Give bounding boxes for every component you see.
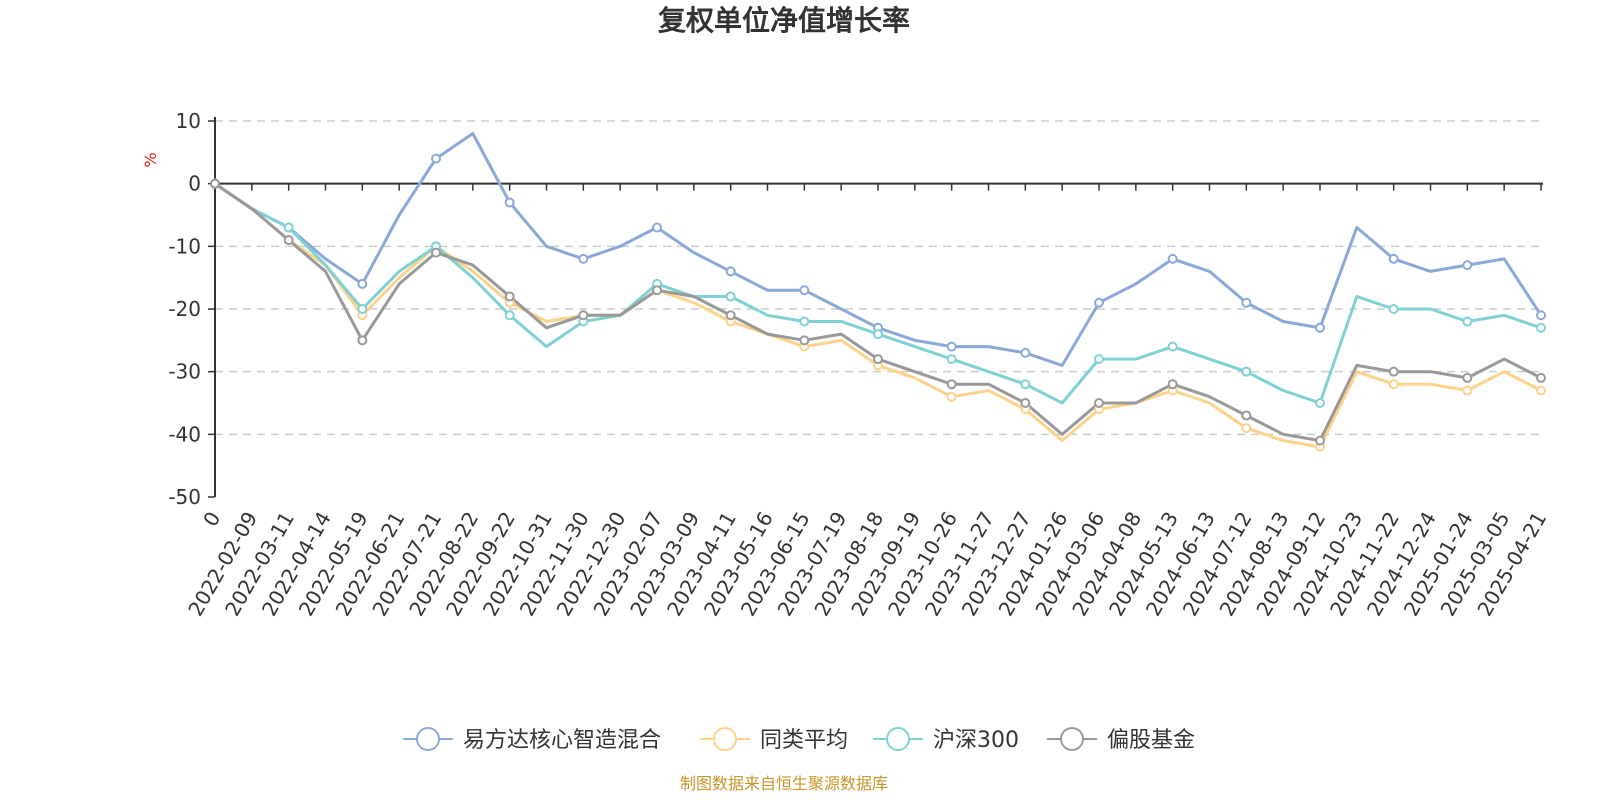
data-point [1020,347,1031,358]
data-point [431,153,441,164]
data-point [504,197,515,208]
data-point [799,316,810,327]
data-point [1536,310,1546,321]
legend-label: 沪深300 [933,728,1019,753]
data-point [946,354,957,365]
data-point [357,304,368,314]
data-point [873,329,883,340]
data-point [1315,322,1325,333]
data-point [1462,385,1473,396]
y-tick-label: -10 [168,234,201,258]
data-point [1167,341,1178,352]
data-point [946,341,957,352]
data-point [946,391,957,402]
gridlines [215,120,1541,436]
data-point [1462,372,1473,383]
y-tick-label: -50 [168,485,201,509]
data-point [799,335,810,346]
data-point [652,285,662,296]
data-point [873,354,883,365]
data-point [1536,385,1546,396]
data-point [578,253,589,264]
data-point [431,247,441,258]
data-point [1094,297,1104,308]
data-point [652,222,662,233]
data-point [357,278,368,289]
y-tick-label: -30 [168,360,201,384]
data-point [1020,398,1031,408]
data-point [504,291,515,302]
y-tick-label: -20 [168,297,201,321]
data-point [946,379,957,390]
data-point [1315,435,1325,446]
data-point [1241,297,1252,308]
axes [214,117,1543,497]
data-point [1388,304,1399,314]
data-point [1462,260,1473,271]
data-source-note: 制图数据来自恒生聚源数据库 [680,774,888,793]
legend-label: 偏股基金 [1107,728,1195,753]
data-point [1241,410,1252,421]
data-point [1388,253,1399,264]
data-point [1094,354,1104,365]
series-lines [210,132,1546,452]
y-axis-label: % [141,152,160,167]
data-point [1462,316,1473,327]
legend-marker [1060,727,1084,751]
chart-title: 复权单位净值增长率 [658,4,910,37]
data-point [725,291,736,302]
data-point [725,266,736,277]
data-point [1388,379,1399,390]
data-point [1536,372,1546,383]
series-line-1 [214,182,1542,449]
y-tick-label: -40 [168,422,201,446]
data-point [1241,423,1252,434]
legend-marker [713,727,737,751]
y-tick-label: 10 [176,109,201,133]
legend-marker [886,727,910,751]
data-point [1094,398,1104,408]
legend-label: 同类平均 [760,728,848,753]
y-axis-ticks: 10 0 -10 -20 -30 -40 -50 [168,109,215,509]
data-point [357,335,368,346]
data-point [578,310,589,321]
data-point [1536,322,1546,333]
data-point [725,310,736,321]
data-point [799,285,810,296]
x-tick-label: 0 [198,508,225,531]
data-point [283,235,294,246]
data-point [1388,366,1399,377]
legend-label: 易方达核心智造混合 [463,728,661,753]
data-point [504,310,515,321]
y-tick-label: 0 [188,172,201,196]
data-point [1315,398,1325,408]
data-point [1167,379,1178,390]
x-axis-ticks: 02022-02-092022-03-112022-04-142022-05-1… [183,183,1551,620]
legend-marker [416,727,440,751]
data-point [1020,379,1031,390]
data-point [1167,253,1178,264]
legend: 易方达核心智造混合 同类平均 沪深300 偏股基金 [403,727,1195,753]
data-point [1241,366,1252,377]
data-point [210,178,220,189]
data-point [283,222,294,233]
